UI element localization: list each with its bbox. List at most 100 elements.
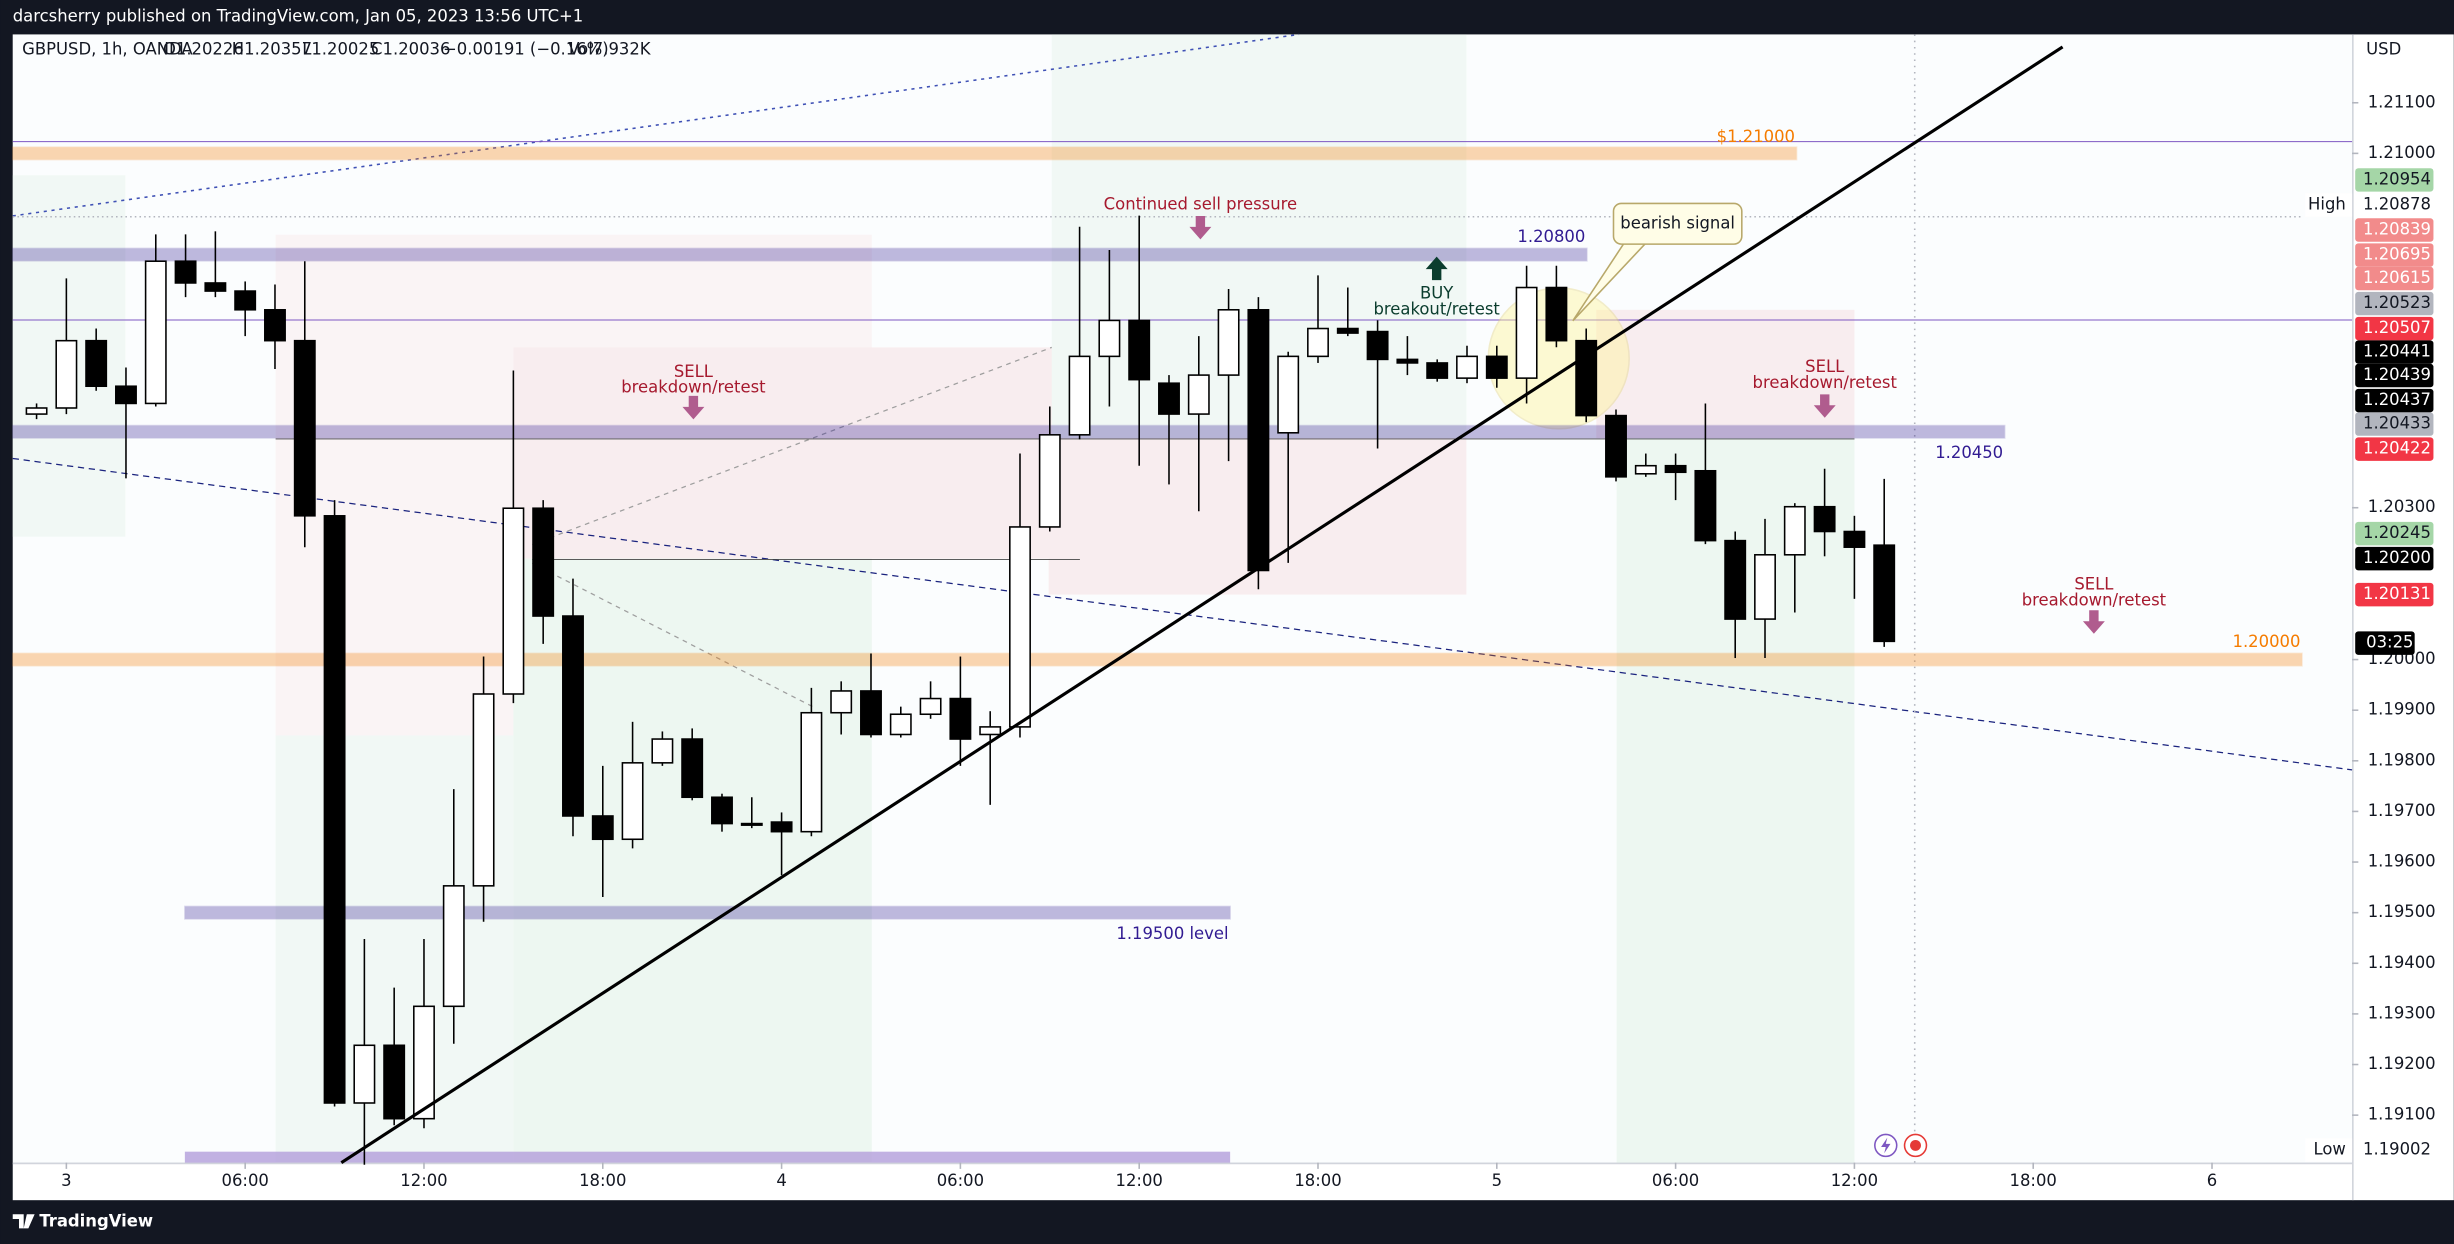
price-badge	[2355, 582, 2434, 607]
y-tick-label: 1.19400	[2368, 953, 2436, 972]
candle-body	[85, 339, 108, 388]
price-tag-bg	[2305, 193, 2353, 217]
price-badge	[2355, 521, 2434, 546]
y-tick-label: 1.19800	[2368, 750, 2436, 769]
candle-body	[1605, 414, 1627, 478]
ohlc-high: H1.20357	[232, 40, 312, 59]
price-tag-bg	[2305, 1138, 2353, 1162]
level-band	[184, 1151, 1231, 1163]
price-badge-label: 1.20439	[2363, 365, 2431, 384]
zone	[1596, 309, 1855, 439]
y-tick-label: 1.19100	[2368, 1105, 2436, 1124]
price-badge	[2355, 363, 2434, 388]
candle-body	[1426, 362, 1449, 379]
price-badge-label: 1.20878	[2363, 194, 2431, 213]
y-tick-label: 1.20300	[2368, 497, 2436, 516]
level-bands: $1.21000 1.20800 1.20450 1.20000 1.19500 lev…	[11, 127, 2303, 943]
candle-body	[264, 309, 286, 342]
annotation-text: SELL	[1805, 357, 1845, 376]
price-badge-label: 1.20433	[2363, 414, 2431, 433]
candle-body	[115, 385, 137, 405]
candle-body	[1843, 530, 1866, 548]
y-tick-label: 1.21100	[2368, 92, 2436, 111]
ohlc-low: L1.20025	[302, 40, 379, 59]
candle-body	[1694, 469, 1717, 542]
x-tick-label: 12:00	[1831, 1171, 1878, 1190]
annotation-text: Continued sell pressure	[1104, 194, 1297, 213]
annotation-text: BUY	[1420, 284, 1454, 303]
countdown-badge	[2355, 631, 2415, 655]
x-tick-label: 12:00	[1116, 1171, 1163, 1190]
candle-body	[979, 726, 1002, 736]
candle-body	[1098, 319, 1121, 358]
candle-body	[1813, 505, 1836, 533]
price-tag: High	[2308, 194, 2346, 213]
level-band	[11, 424, 2006, 439]
candle-body	[144, 260, 167, 405]
price-badge	[2355, 316, 2434, 341]
zone	[12, 34, 2353, 1163]
candle-body	[860, 690, 882, 736]
candle-body	[1664, 464, 1687, 474]
brand: TradingView	[39, 1212, 153, 1231]
candle-body	[651, 738, 674, 764]
level-band	[11, 247, 1588, 262]
price-badge-label: 1.20839	[2363, 220, 2431, 239]
arrow	[1813, 394, 1836, 418]
price-badge	[2355, 193, 2434, 217]
time-axis	[12, 1162, 2353, 1201]
candle-body	[25, 407, 48, 415]
candle-body	[1783, 505, 1806, 556]
trend-line	[340, 45, 2064, 1164]
candle-body	[1634, 464, 1657, 475]
candle-body	[353, 1044, 376, 1104]
x-tick-label: 6	[2207, 1171, 2217, 1190]
candle-body	[1456, 355, 1478, 379]
price-badge	[2355, 266, 2434, 291]
price-badge-label: 1.20695	[2363, 245, 2431, 264]
trend-line-dotted	[12, 33, 1300, 217]
arrow	[2082, 610, 2105, 634]
price-badge	[2355, 412, 2434, 436]
candle-body	[949, 697, 972, 740]
candle-body	[1009, 526, 1031, 728]
candle-body	[770, 821, 793, 833]
y-tick-label: 1.19900	[2368, 700, 2436, 719]
candle-body	[472, 693, 495, 887]
y-tick-label: 1.19600	[2368, 852, 2436, 871]
change: −0.00191 (−0.16%)	[443, 40, 609, 59]
y-tick-label: 1.19700	[2368, 801, 2436, 820]
x-tick-label: 5	[1492, 1171, 1502, 1190]
candle-body	[1515, 286, 1538, 379]
price-badge-label: 1.20507	[2363, 318, 2431, 337]
callout	[1612, 202, 1743, 245]
annotations: Continued sell pressureSELLbreakdown/ret…	[621, 194, 2167, 634]
candle-body	[323, 515, 346, 1104]
level-band	[11, 652, 2303, 667]
candle-body	[442, 885, 465, 1008]
x-tick-label: 06:00	[937, 1171, 984, 1190]
candles	[25, 215, 1896, 1165]
candle-body	[1307, 327, 1329, 358]
candle-body	[174, 260, 197, 284]
candle-body	[1873, 544, 1896, 643]
candle-body	[383, 1044, 406, 1120]
candle-body	[502, 507, 525, 695]
candle-body	[830, 690, 853, 714]
ohlc-open: O1.20226	[163, 40, 244, 59]
candle-body	[204, 282, 227, 292]
candle-body	[1485, 355, 1508, 379]
arrow	[1189, 215, 1212, 240]
y-tick-label: 1.21000	[2368, 143, 2436, 162]
candle-body	[1366, 330, 1389, 361]
level-band	[11, 146, 1798, 161]
candle-body	[889, 713, 912, 736]
countdown: 03:25	[2366, 633, 2413, 652]
candle-body	[711, 796, 733, 825]
candle-body	[681, 738, 704, 799]
candle-body	[55, 339, 78, 409]
price-badge	[2355, 218, 2434, 242]
price-badge-label: 1.20441	[2363, 342, 2431, 361]
